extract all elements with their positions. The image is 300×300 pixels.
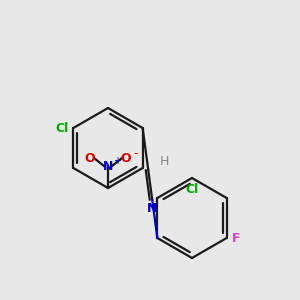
Text: N: N [147,202,158,215]
Text: N: N [103,160,113,172]
Text: Cl: Cl [185,183,199,196]
Text: +: + [113,156,121,166]
Text: Cl: Cl [55,122,68,134]
Text: O: O [121,152,131,164]
Text: F: F [232,232,240,244]
Text: O: O [85,152,95,164]
Text: -: - [133,148,137,160]
Text: H: H [160,155,170,168]
